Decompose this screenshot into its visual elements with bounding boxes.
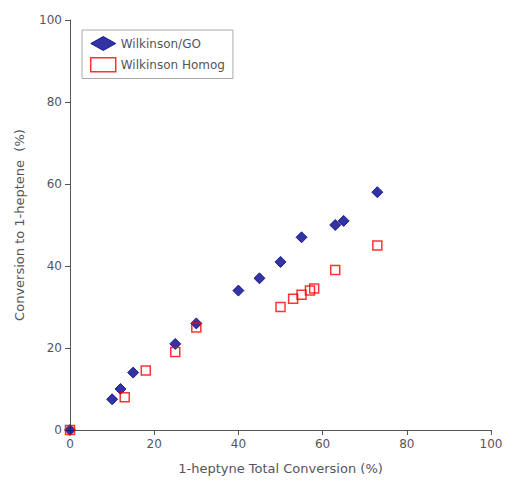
svg-text:80: 80 (47, 95, 62, 109)
svg-text:40: 40 (231, 437, 246, 451)
svg-text:Conversion to 1-heptene (%): Conversion to 1-heptene (%) (12, 129, 27, 321)
svg-text:60: 60 (315, 437, 330, 451)
svg-text:100: 100 (480, 437, 503, 451)
svg-text:Wilkinson Homog: Wilkinson Homog (121, 58, 225, 72)
svg-text:100: 100 (39, 13, 62, 27)
svg-text:20: 20 (147, 437, 162, 451)
svg-text:0: 0 (66, 437, 74, 451)
svg-text:80: 80 (399, 437, 414, 451)
svg-text:1-heptyne Total Conversion (%): 1-heptyne Total Conversion (%) (178, 461, 383, 476)
svg-text:0: 0 (54, 423, 62, 437)
svg-text:Wilkinson/GO: Wilkinson/GO (121, 37, 201, 51)
svg-text:40: 40 (47, 259, 62, 273)
svg-text:60: 60 (47, 177, 62, 191)
svg-text:20: 20 (47, 341, 62, 355)
